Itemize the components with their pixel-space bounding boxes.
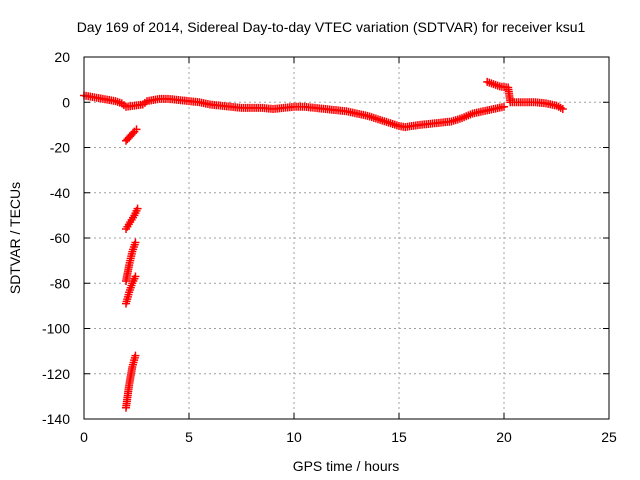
x-tick-label: 5 [185,429,193,445]
data-point [132,125,141,134]
y-axis-label: SDTVAR / TECUs [7,182,23,294]
series-late-segment [483,77,567,114]
x-axis-label: GPS time / hours [293,458,400,474]
grid [84,57,609,419]
y-tick-label: -60 [50,230,70,246]
series-main-trace [80,91,508,132]
data-point [129,129,137,138]
x-tick-label: 10 [286,429,302,445]
axis-ticks: 0 5 10 15 20 25 -140 -120 -100 -80 -60 -40 -20 0 20 [42,49,617,445]
data-point [131,351,140,360]
y-tick-label: -140 [42,411,70,427]
y-tick-label: -40 [50,185,70,201]
data-point [131,272,140,281]
data-points [80,77,567,412]
y-tick-label: -100 [42,321,70,337]
y-tick-label: -120 [42,366,70,382]
x-tick-label: 0 [80,429,88,445]
y-tick-label: 0 [62,94,70,110]
series-outlier-segments [122,125,142,412]
x-tick-label: 20 [496,429,512,445]
data-point [500,102,508,111]
chart-title: Day 169 of 2014, Sidereal Day-to-day VTE… [77,19,586,35]
data-point [131,238,140,247]
y-tick-label: -20 [50,140,70,156]
y-tick-label: 20 [54,49,70,65]
data-point [558,105,567,114]
x-tick-label: 15 [391,429,407,445]
data-point [133,204,142,213]
x-tick-label: 25 [601,429,617,445]
y-tick-label: -80 [50,275,70,291]
